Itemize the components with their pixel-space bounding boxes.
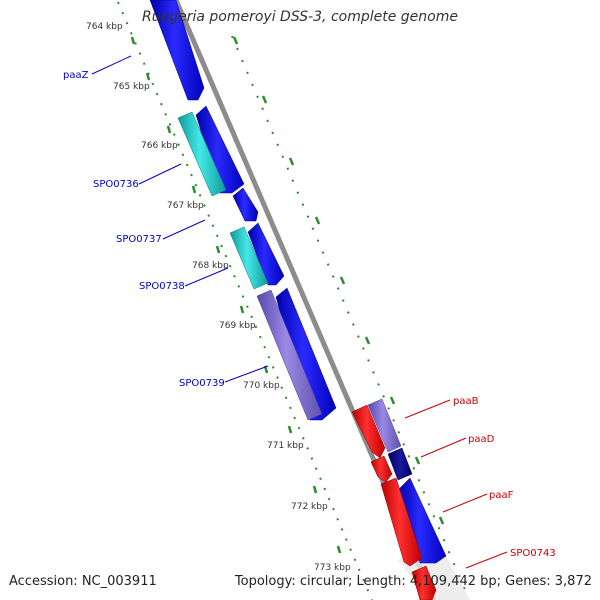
right-gene-labels <box>404 399 508 569</box>
gene-spo0739-purple[interactable] <box>256 289 323 421</box>
gene-label-paaB[interactable]: paaB <box>453 396 479 407</box>
gene-spo0737-blue[interactable] <box>232 187 259 222</box>
gene-paaB-red[interactable] <box>351 404 386 459</box>
gene-paaD-navy[interactable] <box>387 447 413 481</box>
tick-label: 769 kbp <box>219 321 256 331</box>
genome-summary-text: Topology: circular; Length: 4,109,442 bp… <box>234 574 592 589</box>
tick-label: 765 kbp <box>113 82 150 92</box>
gene-label-spo0736[interactable]: SPO0736 <box>93 179 139 190</box>
accession-text: Accession: NC_003911 <box>9 574 157 589</box>
gene-label-paaF[interactable]: paaF <box>489 490 514 501</box>
inner-tick-ring <box>231 35 466 591</box>
gene-spo0736-cyan[interactable] <box>177 111 227 197</box>
tick-label: 772 kbp <box>291 502 328 512</box>
gene-label-paaD[interactable]: paaD <box>468 434 495 445</box>
map-title: Ruegeria pomeroyi DSS-3, complete genome <box>142 9 458 25</box>
tick-label: 764 kbp <box>86 22 123 32</box>
left-gene-labels <box>91 55 269 383</box>
tick-label: 767 kbp <box>167 201 204 211</box>
gene-label-spo0737[interactable]: SPO0737 <box>116 234 162 245</box>
tick-label: 766 kbp <box>141 141 178 151</box>
gene-paaB-purple[interactable] <box>367 398 402 453</box>
tick-label: 771 kbp <box>267 441 304 451</box>
gene-label-spo0739[interactable]: SPO0739 <box>179 378 225 389</box>
gene-label-spo0738[interactable]: SPO0738 <box>139 281 185 292</box>
tick-label: 773 kbp <box>314 563 351 573</box>
gene-paaD-red[interactable] <box>370 455 393 483</box>
gene-paaZ[interactable] <box>149 0 205 101</box>
inner-major-ticks <box>232 36 445 525</box>
tick-labels: 764 kbp 765 kbp 766 kbp 767 kbp 768 kbp … <box>86 22 351 573</box>
gene-label-spo0743[interactable]: SPO0743 <box>510 548 556 559</box>
tick-label: 770 kbp <box>243 381 280 391</box>
gene-paaF-red[interactable] <box>380 477 423 567</box>
gene-spo0738-cyan[interactable] <box>229 226 269 290</box>
outer-tick-ring <box>117 1 373 600</box>
tick-label: 768 kbp <box>192 261 229 271</box>
gene-label-paaZ[interactable]: paaZ <box>63 70 89 81</box>
gene-spo0743-red[interactable] <box>411 565 437 600</box>
outer-major-ticks <box>130 36 342 554</box>
